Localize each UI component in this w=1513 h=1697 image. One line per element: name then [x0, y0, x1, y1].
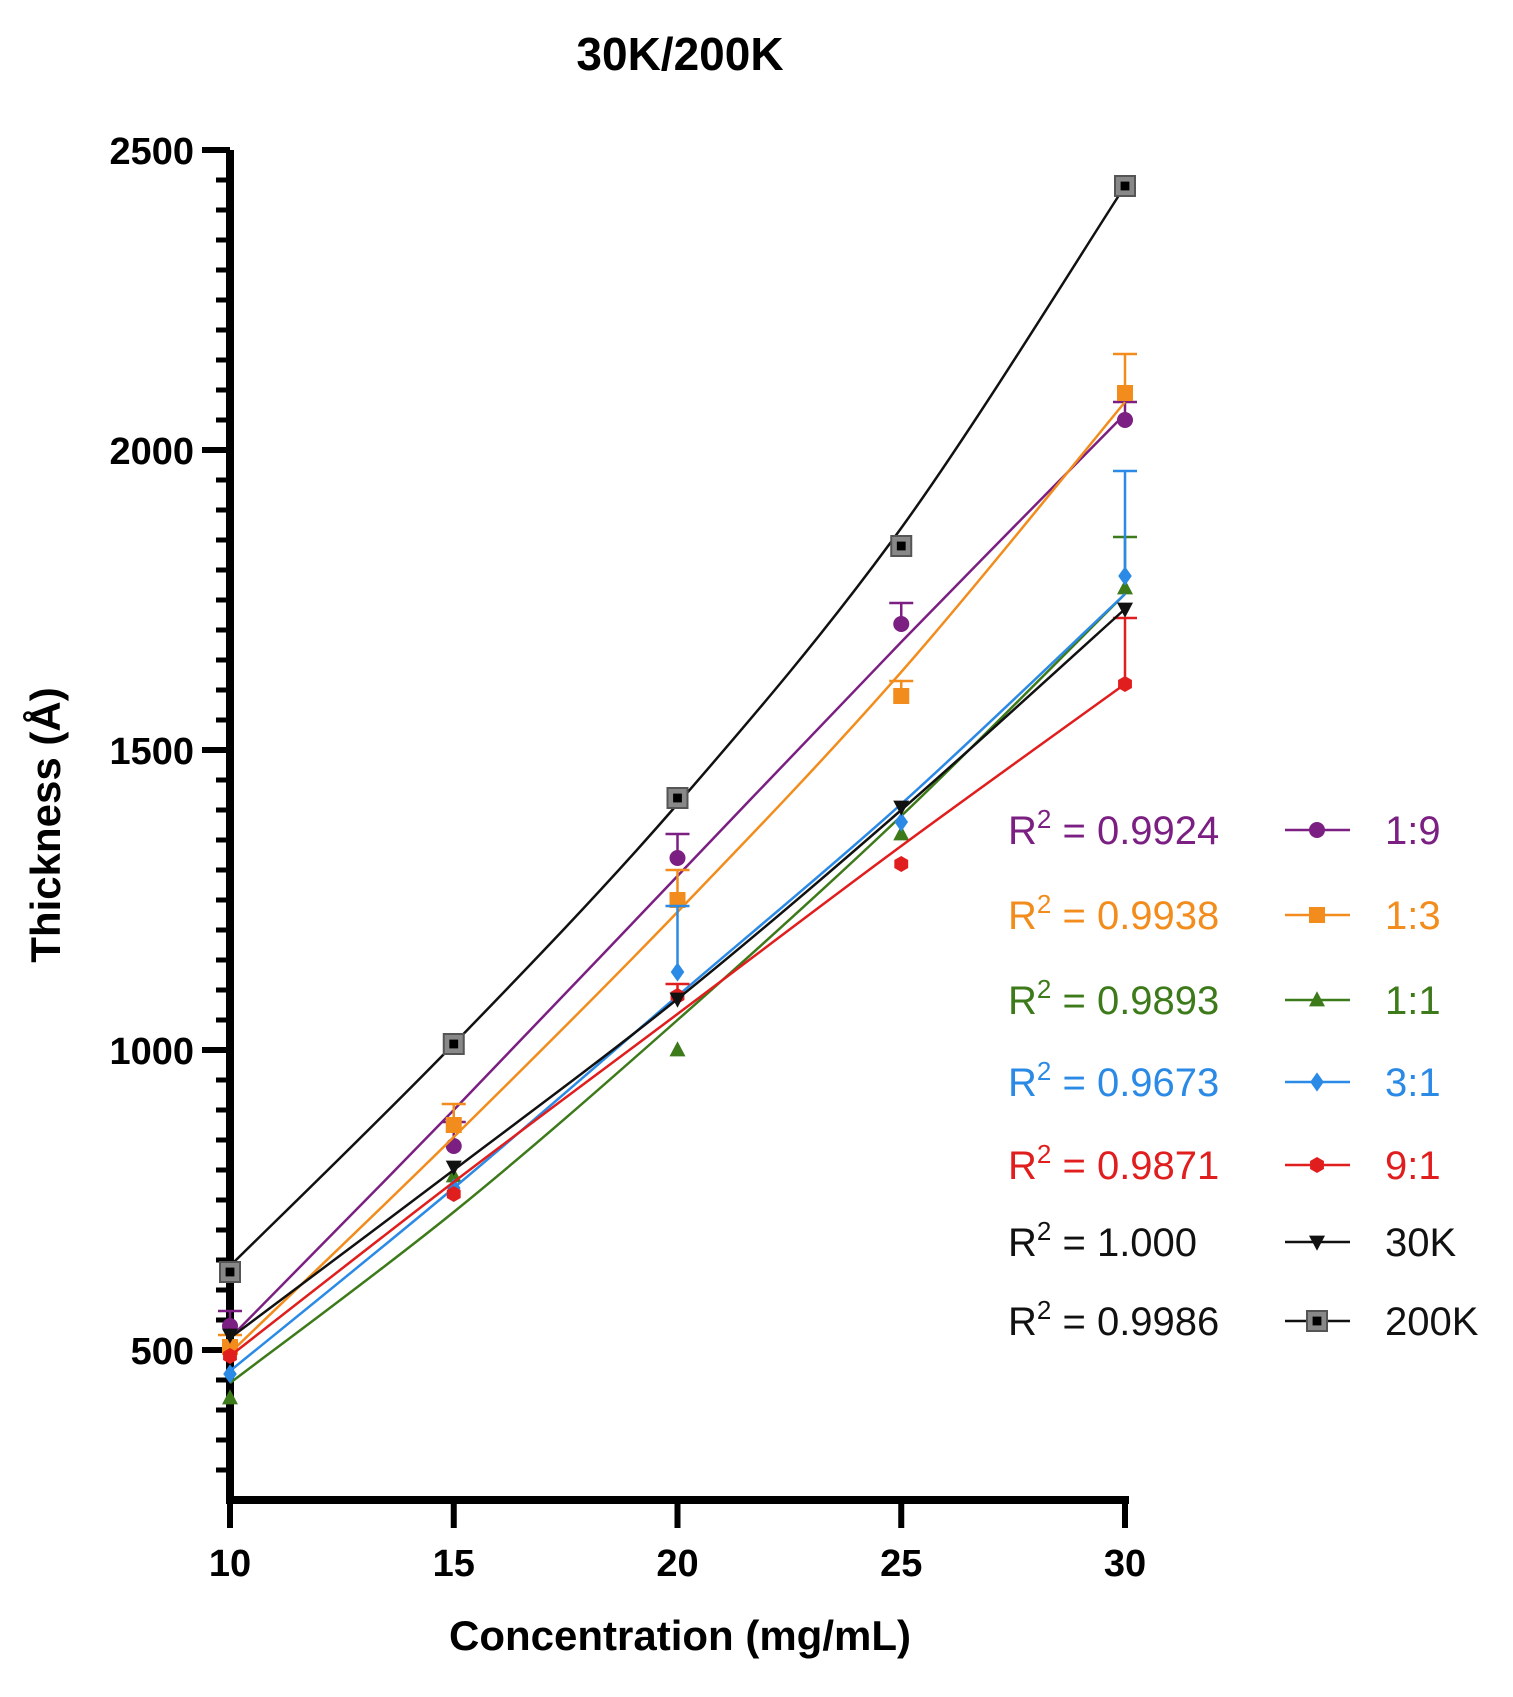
legend-item-1:1: R2 = 0.9893 1:1: [1008, 974, 1441, 1023]
data-point: [890, 535, 913, 557]
data-point-inner: [673, 793, 682, 803]
data-point: [1310, 1072, 1324, 1092]
y-tick-label: 500: [131, 1331, 194, 1373]
fit-curve: [229, 593, 1126, 1372]
y-tick-label: 2000: [109, 431, 194, 473]
data-point: [445, 1160, 462, 1176]
data-point: [223, 1364, 237, 1384]
legend-label: 9:1: [1385, 1144, 1441, 1188]
data-point: [666, 787, 689, 809]
data-point: [669, 992, 686, 1008]
axes-group: 500 1000 1500 2000 2500 10 15 20 25 30: [109, 131, 1146, 1585]
data-point: [893, 825, 910, 841]
data-point: [1117, 602, 1133, 618]
legend-item-3:1: R2 = 0.9673 3:1: [1008, 1056, 1441, 1105]
data-point-inner: [896, 541, 906, 551]
data-point: [223, 1348, 237, 1364]
x-tick-label: 10: [209, 1543, 251, 1585]
y-tick-label: 1500: [109, 731, 194, 773]
legend-r2: R2 = 1.000: [1008, 1216, 1197, 1265]
legend-item-1:9: R2 = 0.9924 1:9: [1008, 804, 1441, 853]
y-tick-label: 1000: [109, 1031, 194, 1073]
data-point: [669, 850, 686, 866]
legend-label: 200K: [1385, 1300, 1479, 1344]
x-axis-label: Concentration (mg/mL): [449, 1612, 911, 1659]
data-point-inner: [225, 1267, 235, 1277]
data-point: [1309, 907, 1325, 923]
data-point: [222, 1389, 238, 1405]
data-point: [1309, 822, 1325, 838]
data-point: [446, 1186, 461, 1202]
x-tick-label: 15: [433, 1543, 475, 1585]
data-point: [1118, 676, 1132, 692]
data-point: [1118, 566, 1132, 586]
data-point-inner: [1120, 181, 1130, 191]
data-point: [1117, 579, 1133, 595]
legend-r2: R2 = 0.9938: [1008, 889, 1219, 938]
data-point: [894, 812, 909, 832]
x-tick-label: 25: [880, 1543, 922, 1585]
fit-curve: [229, 185, 1127, 1267]
data-point: [1310, 1157, 1324, 1173]
series-layer: [218, 175, 1137, 1405]
series-200K: [219, 175, 1136, 1283]
y-tick-label: 2500: [109, 131, 194, 173]
legend-label: 3:1: [1385, 1061, 1441, 1105]
legend-label: 30K: [1385, 1221, 1456, 1265]
data-point: [893, 688, 910, 704]
data-point: [219, 1261, 241, 1283]
data-point: [670, 962, 685, 982]
series-3:1: [223, 469, 1137, 1384]
legend-label: 1:9: [1385, 809, 1441, 853]
legend-item-1:3: R2 = 0.9938 1:3: [1008, 889, 1441, 938]
legend-r2: R2 = 0.9986: [1008, 1295, 1219, 1344]
y-axis-label: Thickness (Å): [22, 687, 69, 962]
legend-r2: R2 = 0.9924: [1008, 804, 1219, 853]
data-point: [1117, 385, 1133, 401]
data-point: [1117, 412, 1133, 428]
data-point-inner: [1312, 1316, 1322, 1326]
chart-title: 30K/200K: [576, 28, 783, 80]
legend-item-9:1: R2 = 0.9871 9:1: [1008, 1139, 1441, 1188]
data-point: [669, 892, 686, 908]
legend-r2: R2 = 0.9673: [1008, 1056, 1219, 1105]
legend: R2 = 0.9924 1:9 R2 = 0.9938 1:3 R2 = 0.9893 1…: [1008, 804, 1479, 1344]
series-9:1: [223, 616, 1137, 1364]
data-point: [445, 1138, 462, 1154]
data-point: [893, 800, 910, 816]
data-point: [894, 856, 909, 872]
x-tick-label: 30: [1104, 1543, 1146, 1585]
legend-label: 1:1: [1385, 979, 1441, 1023]
data-point: [222, 1328, 238, 1344]
data-point: [1306, 1310, 1328, 1332]
x-tick-label: 20: [656, 1543, 698, 1585]
data-point-inner: [449, 1039, 459, 1049]
legend-r2: R2 = 0.9893: [1008, 974, 1219, 1023]
fit-curve: [229, 682, 1126, 1357]
data-point: [442, 1033, 465, 1055]
legend-item-30K: R2 = 1.000 30K: [1008, 1216, 1456, 1265]
legend-item-200K: R2 = 0.9986 200K: [1008, 1295, 1479, 1344]
data-point: [1309, 991, 1325, 1007]
legend-r2: R2 = 0.9871: [1008, 1139, 1219, 1188]
legend-label: 1:3: [1385, 894, 1441, 938]
data-point: [893, 616, 910, 632]
series-30K: [222, 602, 1133, 1344]
data-point: [1114, 175, 1136, 197]
data-point: [1309, 1235, 1325, 1251]
data-point: [445, 1117, 462, 1133]
data-point: [669, 1041, 686, 1057]
